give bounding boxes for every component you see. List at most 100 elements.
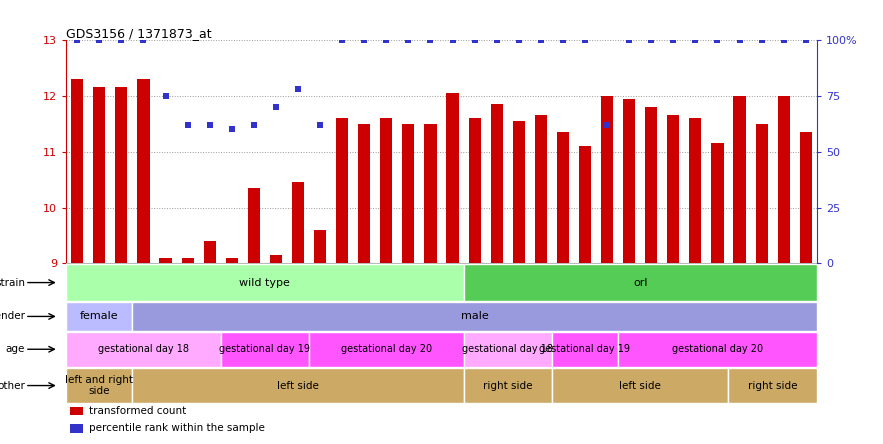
Point [799, 36, 813, 44]
Bar [712, 143, 723, 263]
Bar [425, 124, 436, 263]
Text: age: age [5, 344, 25, 354]
Point [534, 36, 548, 44]
Text: GDS3156 / 1371873_at: GDS3156 / 1371873_at [66, 27, 212, 40]
Point [710, 36, 724, 44]
Bar [645, 107, 657, 263]
Point [424, 36, 438, 44]
Bar [70, 407, 84, 415]
Bar [72, 79, 83, 263]
Bar [270, 255, 282, 263]
Point [468, 36, 482, 44]
Point [645, 36, 659, 44]
Point [600, 121, 615, 128]
Bar [116, 87, 127, 263]
Point [180, 121, 194, 128]
Bar [138, 79, 149, 263]
Bar [734, 96, 745, 263]
FancyBboxPatch shape [464, 264, 817, 301]
Bar [469, 118, 480, 263]
Bar [70, 424, 84, 432]
Bar [756, 124, 767, 263]
FancyBboxPatch shape [728, 368, 817, 403]
Text: orl: orl [633, 278, 647, 288]
Text: gestational day 20: gestational day 20 [341, 344, 432, 354]
Point [203, 121, 217, 128]
FancyBboxPatch shape [552, 368, 728, 403]
Bar [535, 115, 547, 263]
Bar [447, 93, 458, 263]
Bar [579, 146, 591, 263]
Point [490, 36, 504, 44]
FancyBboxPatch shape [66, 368, 132, 403]
FancyBboxPatch shape [464, 368, 552, 403]
Bar [248, 188, 260, 263]
Text: gestational day 18: gestational day 18 [98, 344, 189, 354]
Text: transformed count: transformed count [88, 406, 186, 416]
Point [313, 121, 328, 128]
Text: gestational day 19: gestational day 19 [540, 344, 630, 354]
Text: left and right
side: left and right side [65, 375, 133, 396]
Bar [182, 258, 193, 263]
Text: gestational day 19: gestational day 19 [219, 344, 311, 354]
Bar [403, 124, 414, 263]
Bar [690, 118, 701, 263]
Bar [358, 124, 370, 263]
Point [70, 36, 85, 44]
Text: other: other [0, 381, 25, 391]
Point [225, 126, 239, 133]
Text: strain: strain [0, 278, 25, 288]
Text: gestational day 20: gestational day 20 [672, 344, 763, 354]
Text: left side: left side [619, 381, 661, 391]
Bar [491, 104, 502, 263]
Point [291, 86, 306, 93]
Text: left side: left side [277, 381, 319, 391]
Point [380, 36, 394, 44]
Bar [623, 99, 635, 263]
Point [357, 36, 372, 44]
Bar [381, 118, 392, 263]
FancyBboxPatch shape [618, 332, 817, 367]
Point [137, 36, 151, 44]
FancyBboxPatch shape [464, 332, 552, 367]
Point [512, 36, 526, 44]
Point [578, 36, 592, 44]
FancyBboxPatch shape [66, 332, 221, 367]
Bar [800, 132, 811, 263]
FancyBboxPatch shape [309, 332, 464, 367]
FancyBboxPatch shape [221, 332, 309, 367]
Bar [314, 230, 326, 263]
Text: gestational day 18: gestational day 18 [462, 344, 554, 354]
Point [247, 121, 261, 128]
Bar [94, 87, 105, 263]
Bar [292, 182, 304, 263]
FancyBboxPatch shape [66, 302, 132, 330]
Point [446, 36, 460, 44]
Text: female: female [80, 311, 118, 321]
Point [755, 36, 769, 44]
Point [623, 36, 637, 44]
Text: percentile rank within the sample: percentile rank within the sample [88, 423, 265, 433]
Point [689, 36, 703, 44]
Point [268, 103, 283, 111]
Text: wild type: wild type [239, 278, 291, 288]
Text: right side: right side [748, 381, 797, 391]
Point [777, 36, 791, 44]
Point [115, 36, 129, 44]
Text: right side: right side [483, 381, 532, 391]
Bar [226, 258, 238, 263]
Point [733, 36, 747, 44]
Text: male: male [461, 311, 488, 321]
Bar [336, 118, 348, 263]
Bar [778, 96, 789, 263]
Bar [513, 121, 525, 263]
FancyBboxPatch shape [552, 332, 618, 367]
Bar [557, 132, 569, 263]
Point [402, 36, 416, 44]
Point [556, 36, 570, 44]
Point [93, 36, 106, 44]
Bar [601, 96, 613, 263]
Bar [668, 115, 679, 263]
Point [336, 36, 350, 44]
Point [667, 36, 681, 44]
